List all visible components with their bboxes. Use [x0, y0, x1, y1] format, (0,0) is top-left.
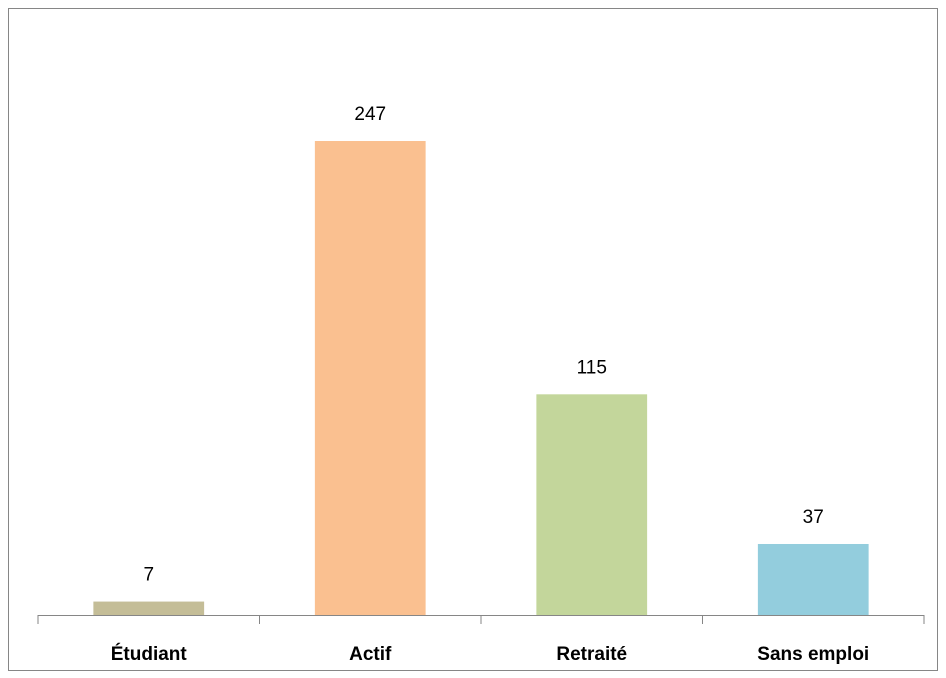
data-label: 115 [577, 357, 607, 378]
data-label: 37 [803, 507, 824, 528]
x-tick-label: Actif [349, 644, 392, 665]
bar [314, 141, 426, 615]
x-tick-label: Étudiant [111, 643, 188, 665]
x-tick-label: Sans emploi [757, 644, 869, 665]
bar [757, 543, 869, 615]
x-tick-label: Retraité [556, 644, 627, 665]
bar [536, 394, 648, 615]
data-label: 247 [354, 104, 386, 125]
data-label: 7 [143, 565, 154, 586]
bar [93, 601, 205, 615]
